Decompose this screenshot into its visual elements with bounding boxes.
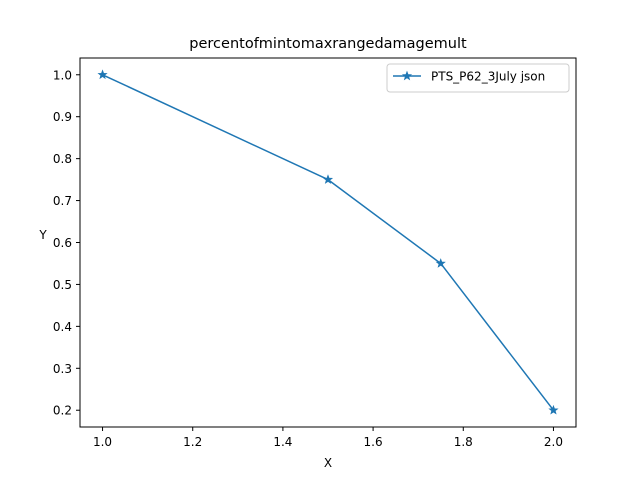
y-tick-label: 0.8 (53, 152, 72, 166)
plot-frame (79, 57, 577, 428)
y-axis: 0.2 0.3 0.4 0.5 0.6 0.7 0.8 0.9 1.0 (53, 68, 80, 418)
plot-area (79, 57, 577, 428)
y-tick-label: 0.9 (53, 110, 72, 124)
legend-marker-star (401, 70, 413, 81)
x-tick-label: 1.2 (183, 435, 202, 449)
y-tick-label: 0.4 (53, 320, 72, 334)
y-tick-label: 0.5 (53, 278, 72, 292)
x-axis-title: X (324, 456, 332, 470)
y-tick-label: 0.3 (53, 362, 72, 376)
y-tick-label: 0.6 (53, 236, 72, 250)
x-tick-label: 1.6 (364, 435, 383, 449)
legend-entry-label: PTS_P62_3July json (431, 70, 545, 84)
x-tick-label: 2.0 (544, 435, 563, 449)
y-tick-label: 1.0 (53, 68, 72, 82)
x-tick-label: 1.4 (273, 435, 292, 449)
x-tick-label: 1.0 (93, 435, 112, 449)
x-tick-label: 1.8 (454, 435, 473, 449)
y-axis-title: Y (38, 228, 47, 242)
data-point-star (548, 404, 559, 415)
chart-title: percentofmintomaxrangedamagemult (189, 36, 467, 52)
x-axis: 1.0 1.2 1.4 1.6 1.8 2.0 (93, 427, 563, 449)
y-tick-label: 0.2 (53, 404, 72, 418)
legend-box (386, 63, 570, 93)
y-tick-label: 0.7 (53, 194, 72, 208)
data-point-star (97, 69, 108, 80)
data-point-star (322, 174, 334, 184)
series-layer (97, 69, 559, 415)
series-line (102, 74, 555, 411)
legend: PTS_P62_3July json (386, 63, 570, 93)
data-point-star (435, 258, 446, 268)
